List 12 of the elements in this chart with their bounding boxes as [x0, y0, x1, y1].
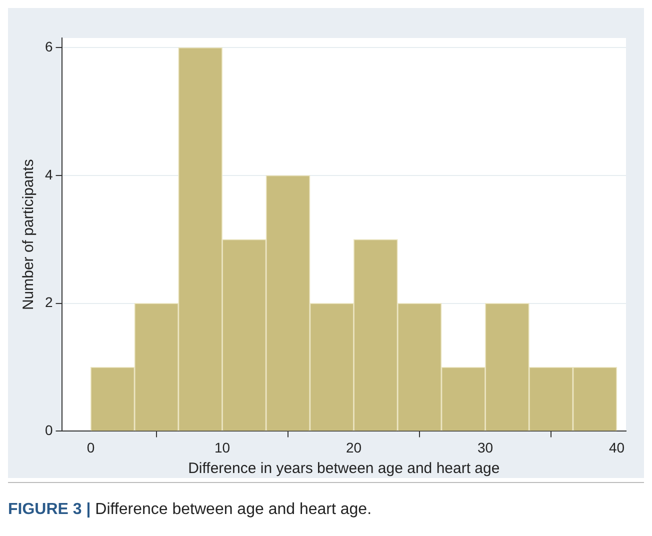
- x-axis-title: Difference in years between age and heart age: [188, 460, 500, 478]
- x-tick-label: 40: [609, 439, 625, 456]
- x-tick-label: 10: [214, 439, 230, 456]
- y-tick-label: 6: [44, 38, 53, 54]
- x-tick-label: 30: [477, 439, 494, 456]
- x-tick-label: 20: [346, 439, 362, 456]
- caption: FIGURE 3 | Difference between age and heart age.: [8, 501, 372, 518]
- y-tick-label: 2: [44, 294, 53, 310]
- x-tick-label: 0: [86, 439, 95, 456]
- y-axis-title: Number of participants: [20, 159, 38, 310]
- y-tick-label: 0: [44, 422, 53, 438]
- y-tick-label: 4: [44, 166, 53, 182]
